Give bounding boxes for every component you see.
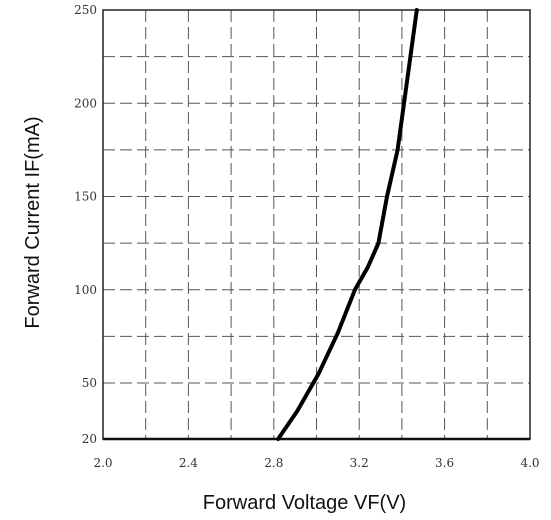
y-tick-labels: 20 50 100 150 200 250 xyxy=(74,3,97,446)
y-tick-label: 250 xyxy=(74,3,97,17)
x-tick-label: 3.2 xyxy=(350,456,369,470)
y-axis-title: Forward Current IF(mA) xyxy=(22,116,44,328)
x-tick-label: 4.0 xyxy=(520,456,539,470)
y-tick-label: 150 xyxy=(74,190,97,204)
x-tick-label: 2.8 xyxy=(264,456,283,470)
x-axis-title: Forward Voltage VF(V) xyxy=(203,492,406,514)
y-tick-label: 50 xyxy=(82,376,97,390)
grid xyxy=(103,10,530,439)
x-tick-labels: 2.0 2.4 2.8 3.2 3.6 4.0 xyxy=(93,456,539,470)
y-tick-label: 100 xyxy=(74,283,97,297)
x-tick-label: 2.0 xyxy=(93,456,112,470)
y-tick-label: 20 xyxy=(82,432,97,446)
x-tick-label: 2.4 xyxy=(179,456,198,470)
series-line xyxy=(276,8,419,441)
y-tick-label: 200 xyxy=(74,96,97,110)
x-tick-label: 3.6 xyxy=(435,456,454,470)
